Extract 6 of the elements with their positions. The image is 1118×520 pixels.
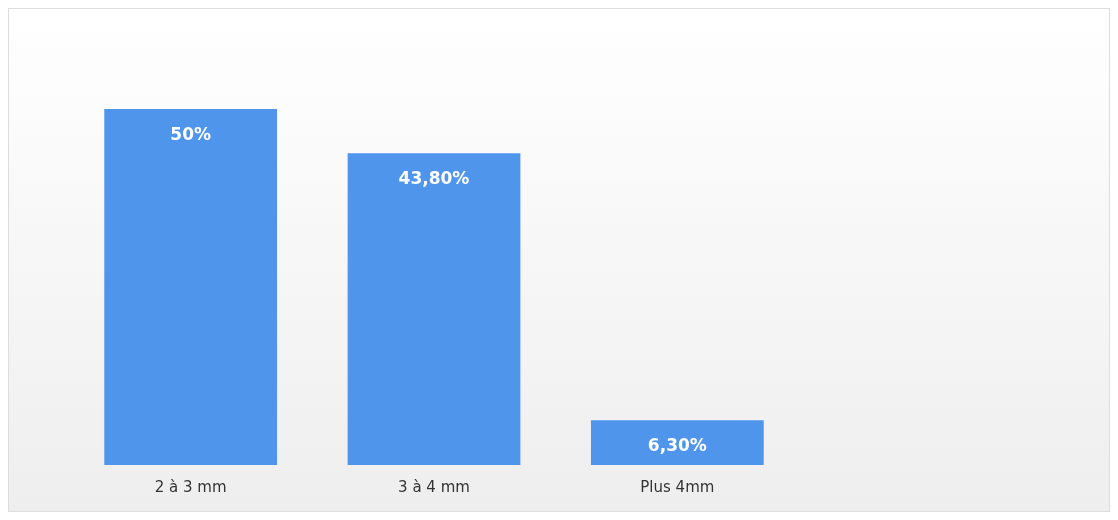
data-label: 50% [170, 123, 212, 144]
x-tick-label: 2 à 3 mm [154, 477, 227, 496]
data-label: 6,30% [647, 434, 707, 455]
x-tick-label: Plus 4mm [640, 477, 715, 496]
data-label: 43,80% [398, 167, 470, 188]
x-tick-label: 3 à 4 mm [398, 477, 470, 496]
